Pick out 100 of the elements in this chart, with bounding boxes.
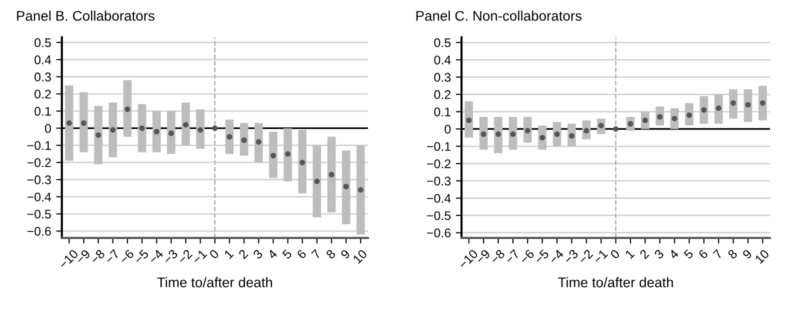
x-tick-label: −2 <box>177 249 193 264</box>
point <box>716 105 722 111</box>
x-tick-label: 8 <box>727 248 738 260</box>
y-tick-label: 0.2 <box>434 90 450 100</box>
point <box>554 131 560 137</box>
point <box>510 131 516 137</box>
x-tick-label: −7 <box>504 249 520 264</box>
y-tick-label: 0.1 <box>34 106 51 116</box>
y-tick-label: 0.1 <box>434 107 450 116</box>
x-tick-label: 0 <box>208 248 220 260</box>
x-tick-label: 10 <box>754 248 770 264</box>
y-tick-label: 0.3 <box>434 72 451 82</box>
x-tick-label: −7 <box>104 249 120 264</box>
point <box>300 160 306 166</box>
x-tick-label: 2 <box>238 249 248 260</box>
point <box>628 121 634 127</box>
y-tick-label: −0.2 <box>27 158 51 168</box>
y-tick-label: −0.5 <box>27 210 51 219</box>
y-tick-label: −0.6 <box>27 226 51 236</box>
point <box>343 184 349 190</box>
point <box>701 107 707 113</box>
point <box>66 120 72 126</box>
point <box>745 102 751 108</box>
point <box>124 106 130 112</box>
x-tick-label: 0 <box>610 248 620 260</box>
point <box>139 125 145 131</box>
x-tick-label: −3 <box>162 248 178 264</box>
x-tick-label: 10 <box>352 248 368 264</box>
point <box>524 128 530 134</box>
y-tick-label: −0.3 <box>27 175 51 184</box>
point <box>226 134 232 140</box>
point <box>270 152 276 158</box>
x-tick-label: 7 <box>311 249 322 260</box>
point <box>584 128 590 134</box>
y-tick-label: 0 <box>444 124 451 134</box>
x-tick-label: 1 <box>224 249 234 259</box>
point <box>212 125 218 131</box>
x-tick-label: 6 <box>698 248 708 260</box>
point <box>672 116 678 122</box>
y-tick-label: −0.1 <box>27 141 51 150</box>
x-tick-label: −10 <box>458 248 478 270</box>
y-tick-label: −0.1 <box>427 142 450 151</box>
y-tick-label: 0.5 <box>434 38 451 48</box>
x-tick-label: −5 <box>134 249 150 264</box>
y-tick-label: −0.3 <box>427 176 451 186</box>
y-tick-label: 0.4 <box>434 56 451 64</box>
point <box>495 131 502 137</box>
point <box>328 172 334 178</box>
point <box>466 118 472 124</box>
point <box>96 132 102 138</box>
point <box>760 100 766 106</box>
x-tick-label: 6 <box>296 248 307 260</box>
x-tick-label: 9 <box>742 248 752 260</box>
x-tick-label: −4 <box>548 248 564 264</box>
point <box>657 114 663 120</box>
x-tick-label: −3 <box>563 248 579 264</box>
x-tick-label: 8 <box>326 248 336 260</box>
point <box>730 100 736 106</box>
x-tick-label: 2 <box>639 249 650 260</box>
x-tick-label: −6 <box>519 248 535 264</box>
point <box>358 187 364 193</box>
x-tick-label: 4 <box>267 248 278 260</box>
x-tick-label: −1 <box>192 249 208 264</box>
x-tick-label: −5 <box>534 249 550 264</box>
point <box>198 127 204 133</box>
point <box>110 127 116 133</box>
x-axis-title: Time to/after death <box>157 277 272 288</box>
x-axis-title: Time to/after death <box>558 277 673 288</box>
x-tick-label: −8 <box>490 248 506 264</box>
y-tick-label: 0.3 <box>34 72 51 82</box>
point <box>686 112 692 118</box>
y-tick-label: 0.4 <box>34 55 52 64</box>
point <box>612 126 619 132</box>
x-tick-label: −2 <box>578 249 594 264</box>
point <box>256 139 262 145</box>
y-tick-label: 0 <box>44 124 51 133</box>
x-tick-label: 7 <box>712 249 723 260</box>
chart-title: Panel C. Non-collaborators <box>416 10 582 21</box>
x-tick-label: −8 <box>90 248 106 264</box>
point <box>241 137 247 143</box>
point <box>154 128 160 134</box>
y-tick-label: 0.5 <box>34 38 51 48</box>
y-tick-label: −0.6 <box>427 228 451 238</box>
y-tick-label: −0.2 <box>427 159 450 168</box>
point <box>80 120 86 126</box>
y-tick-label: 0.2 <box>34 90 51 99</box>
point <box>285 151 291 157</box>
point <box>598 122 604 128</box>
x-tick-label: 3 <box>654 248 664 260</box>
x-tick-label: −10 <box>58 248 79 270</box>
point <box>314 178 320 184</box>
x-tick-label: 3 <box>252 248 264 260</box>
chart-title: Panel B. Collaborators <box>17 10 154 21</box>
point <box>642 118 648 124</box>
point <box>168 130 174 136</box>
x-tick-label: 5 <box>282 249 292 260</box>
y-tick-label: −0.4 <box>27 192 52 202</box>
x-tick-label: 5 <box>683 249 694 260</box>
x-tick-label: −4 <box>148 248 164 264</box>
y-tick-label: −0.5 <box>427 211 451 220</box>
